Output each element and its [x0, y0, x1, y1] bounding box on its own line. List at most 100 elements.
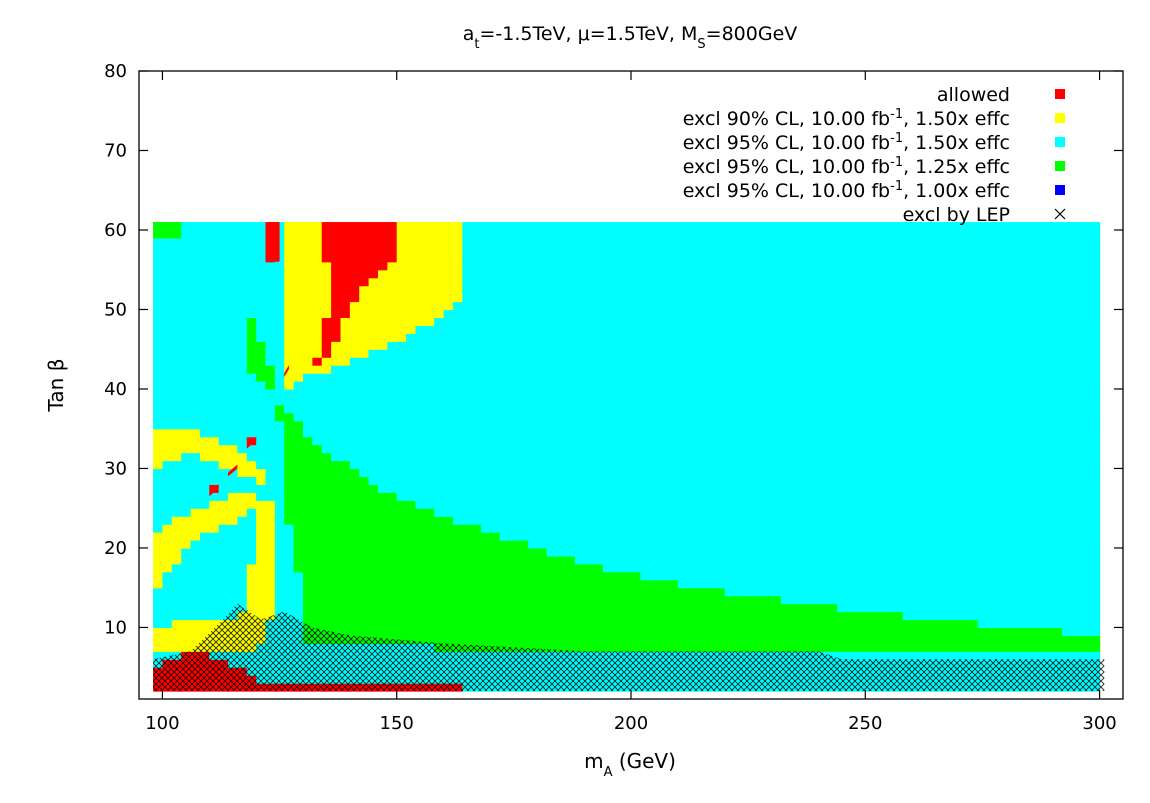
heatmap-cell-excl95_150 — [162, 261, 173, 271]
heatmap-cell-excl95_150 — [565, 341, 576, 350]
heatmap-cell-excl95_150 — [940, 651, 951, 660]
heatmap-cell-excl90_150 — [265, 563, 276, 573]
heatmap-cell-excl95_125 — [415, 547, 426, 557]
heatmap-cell-excl95_150 — [631, 293, 641, 303]
heatmap-cell-excl95_150 — [162, 651, 173, 660]
heatmap-cell-excl95_125 — [359, 595, 370, 605]
heatmap-cell-excl95_150 — [724, 452, 735, 462]
heatmap-cell-excl95_150 — [415, 460, 426, 470]
heatmap-cell-excl95_125 — [846, 611, 857, 621]
heatmap-cell-excl95_150 — [884, 404, 894, 414]
heatmap-cell-excl90_150 — [284, 277, 295, 287]
heatmap-cell-excl95_150 — [799, 571, 810, 581]
heatmap-cell-excl95_150 — [274, 492, 285, 501]
heatmap-cell-excl95_150 — [705, 325, 716, 334]
heatmap-cell-excl95_150 — [734, 293, 745, 303]
heatmap-cell-excl95_150 — [912, 516, 923, 525]
heatmap-cell-excl95_150 — [565, 420, 576, 430]
heatmap-cell-excl95_150 — [621, 333, 632, 342]
heatmap-cell-excl95_150 — [874, 571, 885, 581]
heatmap-cell-excl95_150 — [846, 524, 857, 533]
heatmap-cell-excl95_150 — [687, 579, 698, 589]
heatmap-cell-excl95_150 — [668, 484, 679, 493]
heatmap-cell-excl95_125 — [284, 484, 295, 493]
heatmap-cell-excl95_125 — [677, 635, 688, 644]
heatmap-cell-excl95_125 — [490, 555, 501, 565]
heatmap-cell-excl95_150 — [837, 444, 848, 454]
heatmap-cell-excl90_150 — [368, 293, 379, 303]
heatmap-cell-excl95_150 — [293, 412, 304, 422]
heatmap-cell-excl95_150 — [855, 579, 866, 589]
heatmap-cell-excl95_150 — [846, 595, 857, 605]
heatmap-cell-excl95_150 — [621, 555, 632, 565]
heatmap-cell-excl95_150 — [752, 309, 763, 319]
heatmap-cell-excl95_150 — [162, 381, 173, 390]
heatmap-cell-excl95_150 — [396, 452, 407, 462]
heatmap-cell-excl95_150 — [181, 460, 192, 470]
heatmap-cell-excl95_150 — [621, 349, 632, 358]
heatmap-cell-excl95_125 — [321, 492, 332, 501]
heatmap-cell-excl95_150 — [809, 579, 820, 589]
heatmap-cell-allowed — [368, 245, 379, 255]
heatmap-cell-excl90_150 — [321, 269, 332, 279]
heatmap-cell-excl90_150 — [209, 524, 220, 533]
heatmap-cell-excl95_150 — [518, 301, 529, 311]
heatmap-cell-excl95_150 — [912, 579, 923, 589]
heatmap-cell-excl95_150 — [518, 388, 529, 398]
heatmap-cell-excl95_150 — [584, 492, 595, 501]
heatmap-cell-excl95_150 — [424, 365, 435, 374]
heatmap-cell-excl95_150 — [865, 388, 876, 398]
heatmap-cell-excl95_150 — [640, 524, 651, 533]
heatmap-cell-excl95_150 — [228, 603, 238, 613]
heatmap-cell-excl95_150 — [865, 325, 876, 334]
heatmap-cell-excl90_150 — [237, 452, 248, 462]
heatmap-cell-excl95_150 — [865, 301, 876, 311]
heatmap-cell-excl95_150 — [780, 396, 791, 406]
heatmap-cell-excl95_150 — [471, 452, 482, 462]
heatmap-cell-excl95_150 — [752, 269, 763, 279]
heatmap-cell-excl95_150 — [884, 492, 894, 501]
heatmap-cell-excl95_150 — [218, 484, 229, 493]
heatmap-cell-excl95_150 — [396, 412, 407, 422]
heatmap-cell-excl95_150 — [621, 532, 632, 541]
heatmap-cell-excl95_150 — [687, 428, 698, 438]
heatmap-cell-excl95_150 — [912, 508, 923, 517]
heatmap-cell-excl95_150 — [527, 388, 538, 398]
heatmap-cell-excl95_150 — [209, 492, 220, 501]
heatmap-cell-allowed — [331, 293, 342, 303]
heatmap-cell-excl95_150 — [190, 245, 201, 255]
heatmap-cell-excl95_150 — [677, 444, 688, 454]
heatmap-cell-excl95_150 — [256, 245, 267, 255]
heatmap-cell-excl95_150 — [621, 516, 632, 525]
heatmap-cell-excl90_150 — [312, 365, 323, 374]
heatmap-cell-excl90_150 — [303, 333, 313, 342]
heatmap-cell-excl95_150 — [752, 222, 763, 231]
heatmap-cell-excl95_150 — [855, 229, 866, 239]
heatmap-cell-excl95_150 — [809, 222, 820, 231]
heatmap-cell-excl95_150 — [659, 404, 670, 414]
heatmap-cell-excl95_150 — [546, 333, 557, 342]
heatmap-cell-excl95_150 — [621, 452, 632, 462]
heatmap-cell-excl95_150 — [874, 253, 885, 263]
heatmap-cell-excl95_150 — [434, 420, 445, 430]
heatmap-cell-excl95_150 — [930, 500, 941, 509]
heatmap-cell-excl95_125 — [443, 524, 454, 533]
heatmap-cell-excl95_125 — [406, 619, 417, 629]
heatmap-cell-excl95_150 — [359, 357, 370, 366]
heatmap-cell-excl95_150 — [893, 444, 904, 454]
heatmap-cell-excl95_150 — [762, 245, 773, 255]
heatmap-cell-excl95_150 — [855, 285, 866, 295]
heatmap-cell-excl95_150 — [827, 500, 838, 509]
heatmap-cell-excl95_150 — [406, 476, 417, 485]
heatmap-cell-excl95_150 — [406, 357, 417, 366]
heatmap-cell-excl95_150 — [228, 420, 238, 430]
heatmap-cell-excl95_150 — [612, 547, 623, 557]
heatmap-cell-excl95_150 — [246, 301, 257, 311]
heatmap-cell-excl95_150 — [471, 508, 482, 517]
heatmap-cell-excl95_150 — [687, 540, 698, 549]
heatmap-cell-excl95_125 — [359, 619, 370, 629]
heatmap-cell-excl95_125 — [368, 524, 379, 533]
heatmap-cell-excl95_150 — [724, 309, 735, 319]
heatmap-cell-excl95_150 — [181, 317, 192, 326]
heatmap-cell-excl95_150 — [780, 245, 791, 255]
